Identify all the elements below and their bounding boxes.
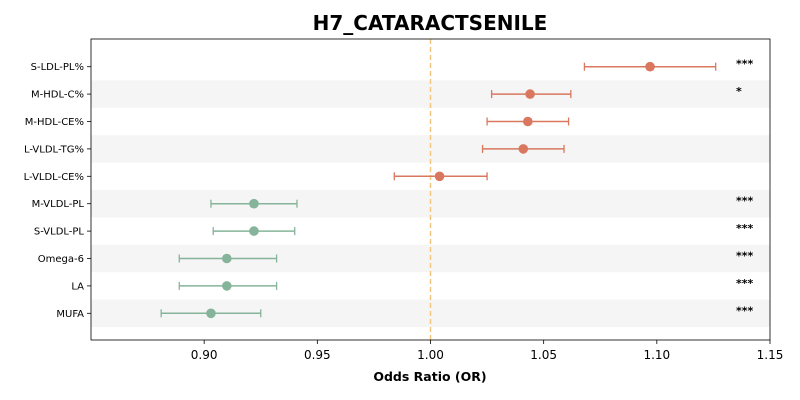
or-point	[206, 308, 216, 319]
significance-label: ***	[736, 222, 754, 235]
y-tick-label: LA	[71, 281, 84, 292]
significance-label: ***	[736, 195, 754, 208]
y-tick-label: S-LDL-PL%	[31, 62, 84, 73]
x-tick-label: 1.00	[417, 348, 444, 362]
y-tick-label: M-HDL-CE%	[25, 117, 84, 128]
or-point	[222, 281, 232, 291]
chart-title: H7_CATARACTSENILE	[313, 11, 548, 35]
x-tick-label: 0.90	[191, 348, 218, 362]
significance-label: ***	[736, 304, 754, 317]
x-tick-label: 0.95	[304, 348, 331, 362]
significance-labels: *******************	[736, 58, 754, 318]
x-axis-label: Odds Ratio (OR)	[373, 369, 486, 384]
or-point	[525, 89, 535, 99]
significance-label: ***	[736, 58, 754, 71]
y-axis: S-LDL-PL% M-HDL-C% M-HDL-CE% L-VLDL-TG% L-VL…	[24, 62, 91, 320]
y-tick-label: L-VLDL-TG%	[24, 144, 84, 155]
or-point	[434, 171, 445, 182]
or-point	[249, 226, 259, 236]
or-point	[645, 61, 655, 72]
y-tick-label: M-HDL-C%	[31, 90, 84, 101]
y-tick-label: M-VLDL-PL	[32, 199, 85, 210]
data-marks-layer	[160, 61, 717, 319]
x-tick-label: 1.05	[530, 348, 557, 362]
y-tick-label: Omega-6	[38, 254, 84, 265]
x-tick-label: 1.15	[757, 348, 784, 362]
or-point	[518, 144, 529, 154]
significance-label: ***	[736, 250, 754, 263]
x-axis: 0.90 0.95 1.00 1.05 1.10 1.15	[191, 340, 784, 362]
y-tick-label: S-VLDL-PL	[34, 227, 85, 238]
y-tick-label: L-VLDL-CE%	[24, 172, 84, 183]
significance-label: *	[736, 85, 742, 98]
or-point	[523, 116, 533, 127]
or-point	[222, 253, 232, 264]
significance-label: ***	[736, 277, 754, 290]
or-point	[249, 198, 259, 209]
y-tick-label: MUFA	[56, 309, 84, 320]
x-tick-label: 1.10	[643, 348, 670, 362]
